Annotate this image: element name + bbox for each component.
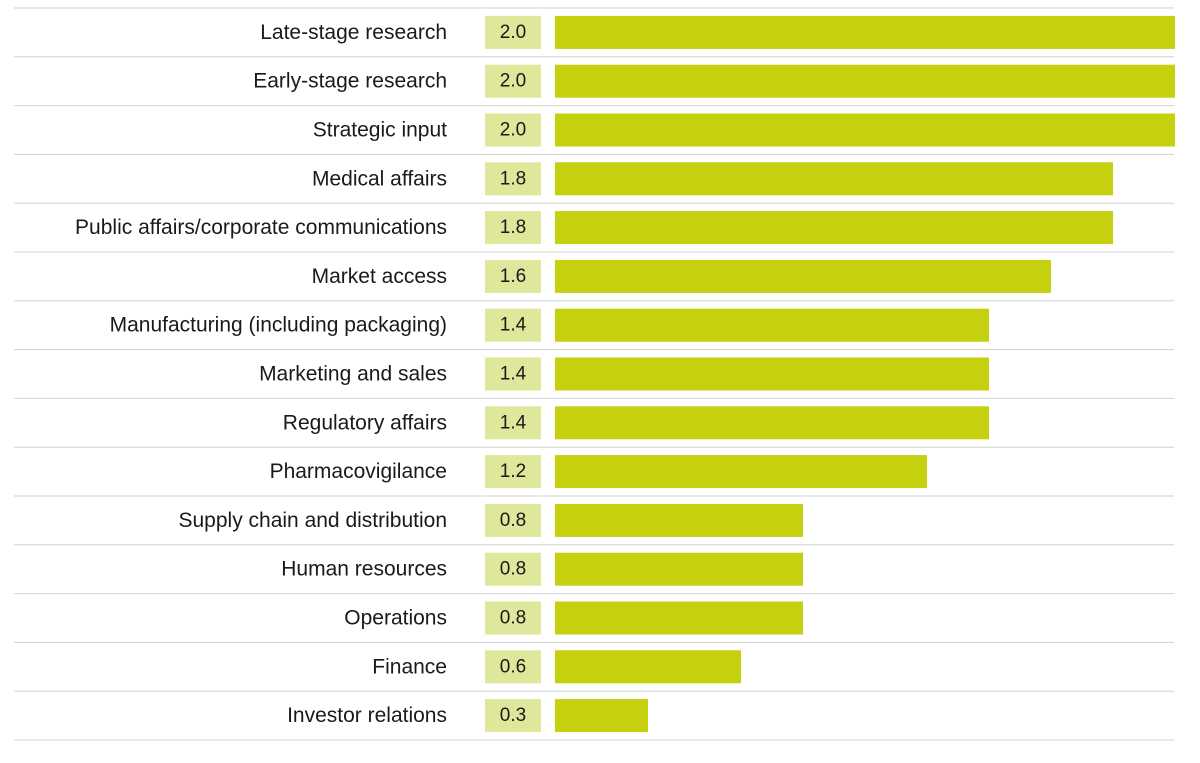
row-separators	[14, 7, 1174, 741]
value-label-box	[485, 650, 541, 684]
bar	[555, 211, 1113, 245]
bar	[555, 308, 989, 342]
value-label: 2.0	[500, 120, 526, 141]
value-label-box	[485, 211, 541, 245]
bar	[555, 455, 927, 489]
value-label-box	[485, 15, 541, 49]
bar	[555, 699, 648, 733]
value-label-box	[485, 64, 541, 98]
bar	[555, 406, 989, 440]
bar	[555, 15, 1175, 49]
value-label-box	[485, 455, 541, 489]
value-label-box	[485, 406, 541, 440]
bar	[555, 113, 1175, 147]
category-label: Early-stage research	[253, 70, 447, 93]
bar	[555, 162, 1113, 196]
bar-series	[555, 15, 1175, 733]
value-label: 0.8	[500, 510, 526, 531]
value-label: 0.8	[500, 608, 526, 629]
category-label: Manufacturing (including packaging)	[110, 314, 447, 337]
value-label: 1.8	[500, 217, 526, 238]
category-label: Pharmacovigilance	[270, 460, 447, 483]
bar	[555, 64, 1175, 98]
value-label-boxes: 2.0 2.0 2.0 1.8 1.8 1.6 1.4 1.4 1.4 1.2 0.8 0.8 0.8 0…	[485, 15, 541, 733]
category-label: Finance	[372, 655, 447, 678]
value-label: 1.6	[500, 266, 526, 287]
value-label-box	[485, 113, 541, 147]
value-label-box	[485, 162, 541, 196]
category-label: Late-stage research	[260, 21, 447, 44]
value-label: 1.4	[500, 412, 527, 433]
value-label: 1.2	[500, 461, 526, 482]
value-label-box	[485, 503, 541, 537]
category-label: Investor relations	[287, 704, 447, 727]
value-label-box	[485, 699, 541, 733]
bar	[555, 503, 803, 537]
value-label: 2.0	[500, 22, 526, 43]
bar	[555, 357, 989, 391]
value-label-box	[485, 259, 541, 293]
category-label: Supply chain and distribution	[178, 509, 447, 532]
value-label: 0.3	[500, 705, 526, 726]
value-label: 0.6	[500, 656, 526, 677]
value-label: 1.4	[500, 364, 527, 385]
bar	[555, 601, 803, 635]
value-label: 1.4	[500, 315, 527, 336]
category-label: Strategic input	[313, 119, 447, 142]
value-label: 0.8	[500, 559, 526, 580]
bar	[555, 552, 803, 586]
bar	[555, 259, 1051, 293]
bar	[555, 650, 741, 684]
value-label: 1.8	[500, 168, 526, 189]
category-label: Public affairs/corporate communications	[75, 216, 447, 239]
category-label: Market access	[312, 265, 447, 288]
category-label: Operations	[344, 607, 447, 630]
category-label: Medical affairs	[312, 167, 447, 190]
value-label-box	[485, 357, 541, 391]
value-label-box	[485, 308, 541, 342]
value-label-box	[485, 601, 541, 635]
category-label: Regulatory affairs	[283, 411, 447, 434]
category-label: Marketing and sales	[259, 363, 447, 386]
category-labels: Late-stage research Early-stage research S…	[75, 21, 447, 727]
value-label-box	[485, 552, 541, 586]
value-label: 2.0	[500, 71, 526, 92]
category-label: Human resources	[281, 558, 447, 581]
